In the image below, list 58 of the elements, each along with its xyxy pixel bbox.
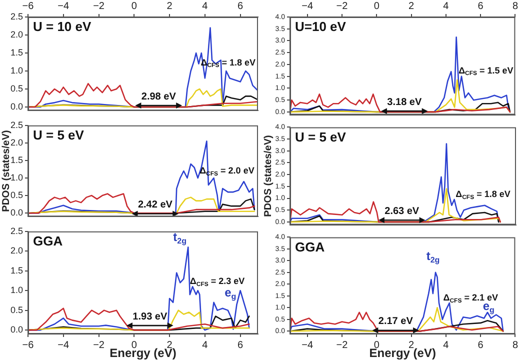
annotation: GGA — [295, 239, 326, 254]
x-tick-label: 6 — [238, 340, 244, 351]
y-tick-label: 1.0 — [10, 65, 23, 76]
x-tick-label: 6 — [478, 340, 484, 351]
x2-tick-label: −2 — [336, 0, 348, 12]
y-tick-label: 1.5 — [10, 47, 23, 58]
x2-tick-label: 0 — [131, 0, 138, 12]
y-tick-label: 1.0 — [10, 172, 23, 182]
y-tick-label: 2.0 — [10, 137, 23, 148]
x-tick-label: 4 — [443, 340, 450, 351]
x2-tick-label: −4 — [302, 0, 314, 12]
annotation: 1.93 eV — [132, 311, 168, 322]
y-tick-label: 2.5 — [10, 120, 23, 130]
x-tick-label: −4 — [302, 340, 314, 351]
x2-tick-label: 0 — [374, 0, 380, 12]
x-tick-label: −2 — [336, 340, 348, 351]
y-tick-label: 1.5 — [10, 154, 23, 165]
y-tick-label: 0.0 — [10, 324, 23, 335]
x-tick-label: −2 — [93, 340, 105, 351]
x2-tick-label: 2 — [408, 0, 414, 12]
annotation: GGA — [33, 233, 64, 248]
x2-tick-label: 4 — [443, 0, 450, 12]
annotation: 2.63 eV — [384, 206, 420, 217]
annotation: 2.98 eV — [141, 91, 176, 102]
y-tick-label: 0.5 — [10, 83, 23, 94]
y-tick-label: 0.0 — [10, 208, 23, 218]
y-tick-label: 0.0 — [10, 101, 23, 112]
x-tick-label: 4 — [202, 340, 208, 351]
x2-tick-label: 6 — [478, 0, 484, 12]
x2-tick-label: −6 — [22, 0, 34, 12]
x-tick-label: 0 — [131, 340, 138, 351]
x-tick-label: 2 — [408, 340, 414, 351]
x2-tick-label: −4 — [58, 0, 70, 12]
x2-tick-label: 8 — [512, 0, 518, 12]
annotation: U = 5 eV — [33, 127, 84, 142]
y-tick-label: 0.5 — [10, 304, 23, 315]
x-tick-label: −4 — [58, 340, 70, 351]
annotation: U = 5 eV — [295, 129, 346, 144]
annotation: U=10 eV — [295, 19, 346, 34]
y-tick-label: 1.0 — [10, 285, 23, 296]
x2-tick-label: 2 — [166, 0, 173, 12]
x-tick-label: 8 — [512, 340, 518, 351]
y-tick-label: 0.5 — [10, 190, 23, 200]
annotation: 2.42 eV — [138, 199, 173, 210]
y-axis-title: PDOS (states/eV) — [262, 135, 274, 217]
y-tick-label: 2.5 — [10, 226, 23, 236]
y-axis-title: PDOS (states/eV) — [0, 130, 12, 212]
y-tick-label: 1.5 — [10, 265, 23, 276]
x2-tick-label: 4 — [202, 0, 208, 12]
annotation: U = 10 eV — [33, 19, 92, 34]
annotation: 2.17 eV — [378, 316, 414, 328]
x2-tick-label: 6 — [238, 0, 244, 12]
y-tick-label: 2.0 — [10, 246, 23, 256]
y-tick-label: 2.0 — [10, 29, 23, 40]
annotation: 3.18 eV — [387, 96, 422, 108]
y-tick-label: 2.5 — [10, 11, 23, 22]
x-tick-label: −6 — [22, 340, 34, 351]
x2-tick-label: −2 — [93, 0, 105, 12]
